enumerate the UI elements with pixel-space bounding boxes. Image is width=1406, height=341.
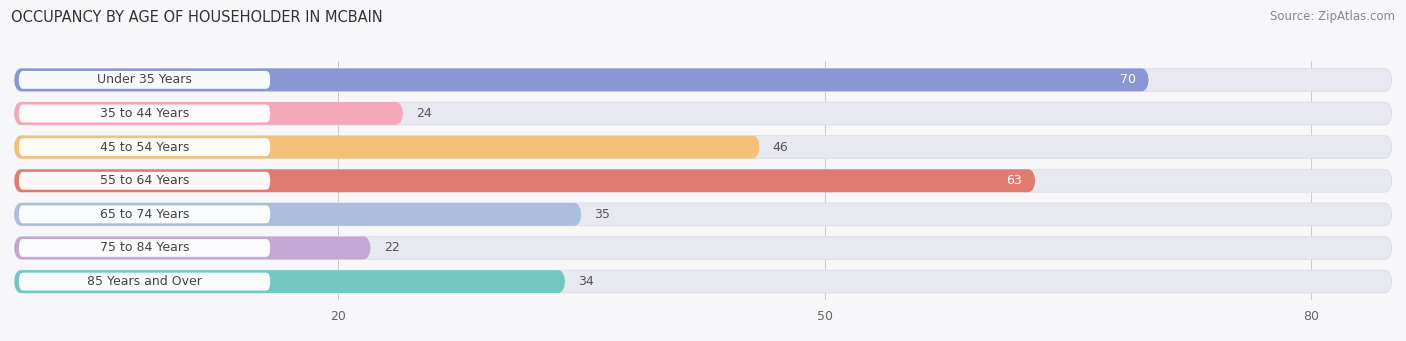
FancyBboxPatch shape: [14, 270, 1392, 293]
FancyBboxPatch shape: [14, 102, 1392, 125]
FancyBboxPatch shape: [14, 203, 1392, 226]
FancyBboxPatch shape: [14, 69, 1392, 91]
FancyBboxPatch shape: [14, 169, 1035, 192]
Text: 85 Years and Over: 85 Years and Over: [87, 275, 202, 288]
FancyBboxPatch shape: [14, 136, 1392, 159]
FancyBboxPatch shape: [18, 205, 270, 223]
FancyBboxPatch shape: [14, 203, 582, 226]
Text: 63: 63: [1007, 174, 1022, 187]
Text: 45 to 54 Years: 45 to 54 Years: [100, 140, 190, 153]
FancyBboxPatch shape: [14, 102, 404, 125]
FancyBboxPatch shape: [18, 172, 270, 190]
Text: OCCUPANCY BY AGE OF HOUSEHOLDER IN MCBAIN: OCCUPANCY BY AGE OF HOUSEHOLDER IN MCBAI…: [11, 10, 382, 25]
FancyBboxPatch shape: [14, 237, 1392, 260]
Text: Under 35 Years: Under 35 Years: [97, 73, 193, 86]
FancyBboxPatch shape: [14, 270, 565, 293]
FancyBboxPatch shape: [18, 105, 270, 122]
FancyBboxPatch shape: [18, 138, 270, 156]
Text: 34: 34: [578, 275, 593, 288]
Text: 35: 35: [595, 208, 610, 221]
Text: 75 to 84 Years: 75 to 84 Years: [100, 241, 190, 254]
Text: 70: 70: [1119, 73, 1136, 86]
FancyBboxPatch shape: [18, 273, 270, 291]
FancyBboxPatch shape: [14, 169, 1392, 192]
Text: 65 to 74 Years: 65 to 74 Years: [100, 208, 190, 221]
Text: 35 to 44 Years: 35 to 44 Years: [100, 107, 190, 120]
FancyBboxPatch shape: [18, 71, 270, 89]
Text: 24: 24: [416, 107, 432, 120]
Text: 22: 22: [384, 241, 399, 254]
Text: 46: 46: [773, 140, 789, 153]
FancyBboxPatch shape: [14, 237, 371, 260]
FancyBboxPatch shape: [14, 69, 1149, 91]
Text: 55 to 64 Years: 55 to 64 Years: [100, 174, 190, 187]
Text: Source: ZipAtlas.com: Source: ZipAtlas.com: [1270, 10, 1395, 23]
FancyBboxPatch shape: [18, 239, 270, 257]
FancyBboxPatch shape: [14, 136, 759, 159]
